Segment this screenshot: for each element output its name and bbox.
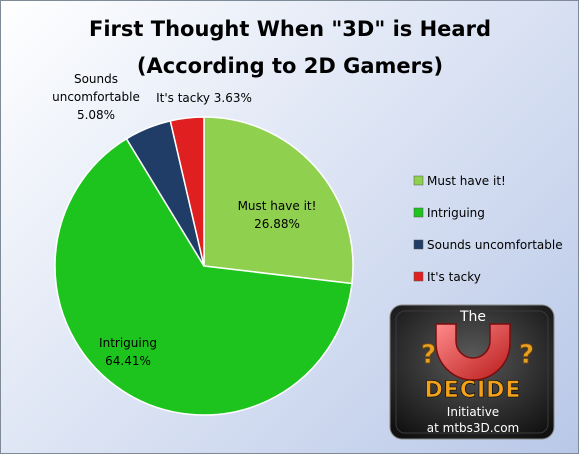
legend-label: It's tacky	[427, 270, 481, 284]
decide-initiative-logo: ? ? The DECIDE Initiative at mtbs3D.com	[389, 304, 555, 440]
pie-slice-must-have-it	[203, 116, 354, 285]
slice-label-must-have-it: Must have it! 26.88%	[238, 199, 317, 231]
legend-label: Intriguing	[427, 206, 485, 220]
slice-label-intriguing: Intriguing 64.41%	[99, 336, 157, 368]
legend-swatch	[413, 271, 424, 282]
slice-label-it-s-tacky: It's tacky 3.63%	[156, 91, 252, 105]
legend: Must have it! Intriguing Sounds uncomforta…	[413, 174, 563, 284]
legend-item-it-s-tacky: It's tacky	[413, 270, 481, 284]
logo-subtitle-text: Initiative	[447, 405, 499, 419]
question-mark-right-icon: ?	[519, 340, 534, 370]
legend-label: Sounds uncomfortable	[427, 238, 563, 252]
logo-brand-text: DECIDE	[425, 378, 522, 403]
chart-title-line-1: First Thought When "3D" is Heard	[89, 17, 491, 41]
logo-top-text: The	[459, 309, 486, 325]
chart-title: First Thought When "3D" is Heard (Accordi…	[89, 17, 491, 78]
horseshoe-icon	[435, 323, 511, 381]
legend-swatch	[413, 207, 424, 218]
legend-swatch	[413, 175, 424, 186]
pie-slice-it-s-tacky	[169, 116, 205, 267]
question-mark-left-icon: ?	[421, 340, 436, 370]
logo-website-text: at mtbs3D.com	[427, 421, 519, 435]
legend-label: Must have it!	[427, 174, 506, 188]
pie-slices	[54, 116, 354, 416]
legend-item-intriguing: Intriguing	[413, 206, 485, 220]
slice-labels: Must have it! 26.88% Intriguing 64.41% Sound…	[52, 72, 316, 368]
chart-title-line-2: (According to 2D Gamers)	[137, 54, 443, 78]
legend-swatch	[413, 239, 424, 250]
pie-slice-intriguing	[54, 137, 353, 416]
slice-label-sounds-uncomfortable: Sounds uncomfortable 5.08%	[52, 72, 140, 122]
legend-item-must-have-it: Must have it!	[413, 174, 506, 188]
legend-item-sounds-uncomfortable: Sounds uncomfortable	[413, 238, 563, 252]
